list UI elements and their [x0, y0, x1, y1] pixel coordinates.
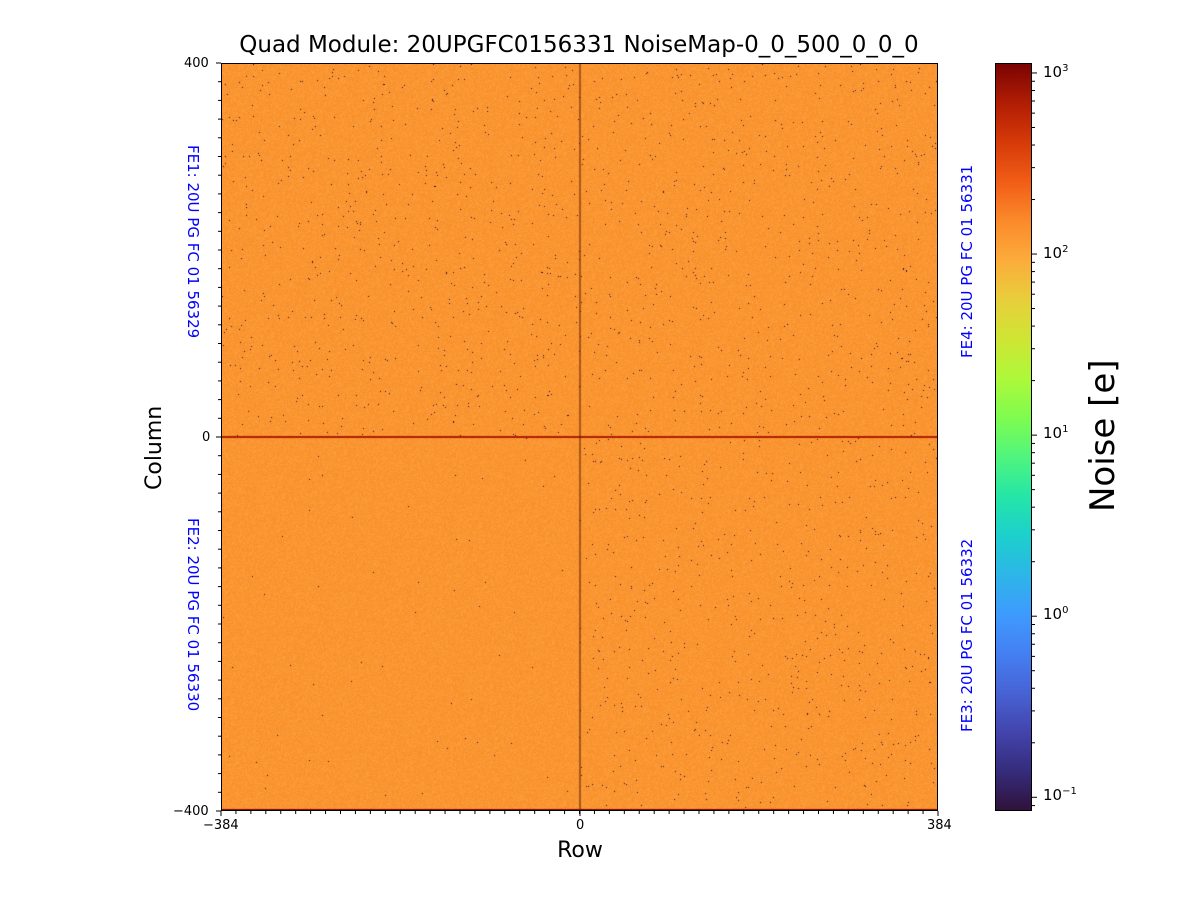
x-tick-label-left: −384 — [203, 818, 239, 833]
y-tick-label-top: 400 — [184, 56, 209, 71]
y-tick-label-bottom: −400 — [173, 804, 209, 819]
y-axis-label: Column — [142, 405, 167, 490]
fe1-annotation: FE1: 20U PG FC 01 56329 — [184, 145, 202, 339]
fe2-annotation: FE2: 20U PG FC 01 56330 — [184, 518, 202, 712]
heatmap-plot-area — [221, 63, 938, 811]
colorbar-tick-1e1: 101 — [1043, 424, 1069, 442]
colorbar — [995, 63, 1032, 811]
fe4-annotation: FE4: 20U PG FC 01 56331 — [958, 164, 976, 358]
x-axis-label: Row — [557, 838, 603, 863]
colorbar-tick-1e2: 102 — [1043, 244, 1069, 262]
colorbar-tick-1e-1: 10−1 — [1043, 786, 1077, 804]
chart-title: Quad Module: 20UPGFC0156331 NoiseMap-0_0… — [239, 32, 919, 58]
heatmap-canvas — [222, 64, 937, 810]
fe3-annotation: FE3: 20U PG FC 01 56332 — [958, 538, 976, 732]
colorbar-tick-1e3: 103 — [1043, 63, 1069, 81]
colorbar-tick-1e0: 100 — [1043, 605, 1069, 623]
x-tick-label-right: 384 — [927, 818, 952, 833]
x-tick-label-zero: 0 — [576, 818, 585, 833]
y-tick-label-zero: 0 — [202, 430, 211, 445]
colorbar-label: Noise [e] — [1083, 359, 1123, 512]
